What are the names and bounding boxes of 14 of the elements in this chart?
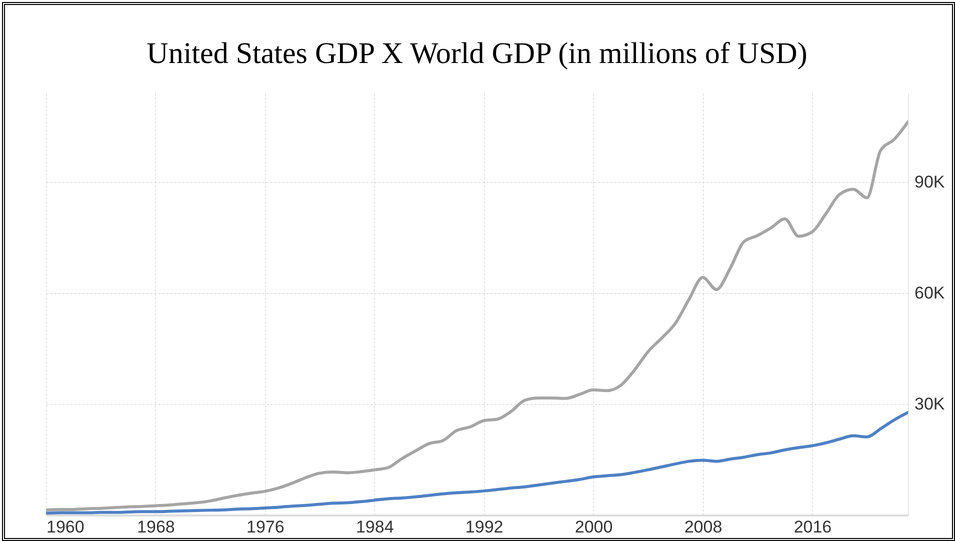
- chart-title: United States GDP X World GDP (in millions of USD): [146, 37, 808, 70]
- y-tick-label: 90K: [914, 172, 946, 192]
- x-tick-label: 1968: [137, 518, 175, 536]
- x-tick-label: 1976: [246, 518, 284, 536]
- x-tick-label: 1960: [46, 518, 84, 536]
- x-tick-label: 2000: [574, 518, 613, 536]
- y-tick-label: 60K: [914, 283, 946, 302]
- y-tick-label: 30K: [914, 394, 946, 414]
- x-tick-label: 2008: [684, 518, 722, 536]
- line-series: [46, 410, 908, 515]
- x-tick-label: 2016: [794, 518, 832, 536]
- line-series: [46, 120, 908, 512]
- x-tick-label: 1984: [356, 518, 394, 536]
- x-tick-label: 1992: [465, 518, 504, 536]
